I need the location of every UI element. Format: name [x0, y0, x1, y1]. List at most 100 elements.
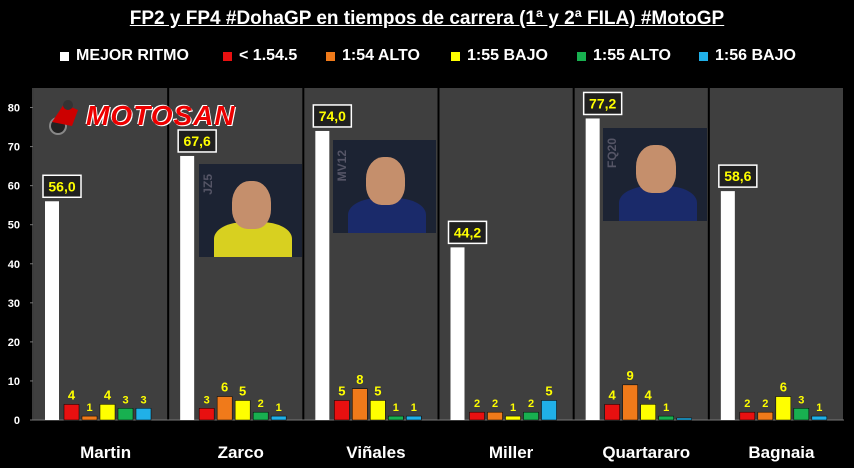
rider-number: FQ20: [605, 138, 619, 169]
data-label: 1: [411, 402, 417, 414]
legend-item-lt-1545: < 1.54.5: [223, 47, 297, 65]
bar--1-54-5: [604, 404, 620, 421]
data-label: 1: [393, 402, 399, 414]
y-tick-label: 30: [8, 298, 20, 310]
bar--1-54-5: [469, 411, 485, 421]
y-tick-label: 50: [8, 220, 20, 232]
rider-face: [231, 180, 272, 230]
rider-face: [365, 156, 406, 206]
rider-number: MV12: [335, 150, 349, 182]
legend-label: MEJOR RITMO: [76, 47, 189, 64]
bar-1-56-bajo: [811, 415, 828, 421]
bar-1-54-alto: [622, 384, 638, 421]
data-label: 1: [276, 402, 282, 414]
bar-1-55-bajo: [775, 396, 792, 421]
data-label: 1: [816, 402, 822, 414]
x-tick-label: Bagnaia: [748, 443, 815, 462]
bar-mejor-ritmo: [45, 201, 59, 420]
bar-1-56-bajo: [541, 400, 557, 421]
bar-1-55-alto: [252, 411, 269, 421]
value-label-box: [718, 164, 758, 188]
bar-1-55-bajo: [370, 400, 386, 421]
rider-photo-zarco: JZ5: [199, 164, 302, 257]
legend-swatch: [60, 51, 69, 61]
bar-1-55-alto: [658, 415, 674, 421]
bar-mejor-ritmo: [720, 191, 735, 420]
data-label: 5: [545, 383, 552, 398]
chart-title: FP2 y FP4 #DohaGP en tiempos de carrera …: [129, 8, 725, 29]
legend-item-155-alto: 1:55 ALTO: [577, 47, 671, 65]
legend-label: 1:55 ALTO: [593, 47, 671, 64]
x-tick-label: Zarco: [218, 443, 264, 462]
bar-mejor-ritmo: [180, 155, 195, 421]
legend-swatch: [577, 51, 586, 61]
value-label-box: [582, 91, 623, 116]
logo-text: MOTOSAN: [86, 100, 236, 131]
y-tick-label: 60: [8, 181, 20, 193]
legend-label: 1:54 ALTO: [342, 47, 420, 64]
rider-photo-quartararo: FQ20: [603, 128, 707, 221]
bar-mejor-ritmo: [585, 118, 600, 420]
bar--1-54-5: [63, 404, 80, 421]
data-label: 3: [798, 394, 804, 406]
motorbike-icon: [49, 100, 78, 135]
data-label: 5: [374, 383, 381, 398]
legend-label: 1:55 BAJO: [467, 47, 548, 64]
data-label: 5: [338, 383, 345, 398]
data-label: 3: [122, 394, 128, 406]
x-tick-label: Viñales: [346, 443, 405, 462]
y-tick-label: 0: [14, 415, 20, 427]
data-label: 2: [258, 398, 264, 410]
rider-face: [636, 144, 676, 194]
legend-item-156-bajo: 1:56 BAJO: [699, 47, 796, 65]
data-label: 2: [528, 398, 534, 410]
bar-1-56-bajo: [135, 408, 152, 421]
bar-1-55-alto: [523, 411, 539, 421]
bar-1-55-alto: [117, 408, 134, 421]
data-label: 2: [492, 398, 498, 410]
data-label: 4: [68, 387, 76, 402]
y-tick-label: 70: [8, 142, 20, 154]
data-label: 1: [510, 402, 516, 414]
data-label: 8: [356, 372, 363, 387]
bar-1-54-alto: [216, 396, 233, 421]
legend-label: < 1.54.5: [239, 47, 298, 64]
x-tick-label: Miller: [489, 443, 534, 462]
value-label: 74,0: [319, 108, 346, 124]
legend-swatch: [326, 51, 335, 61]
data-label: 1: [663, 402, 669, 414]
bar-1-56-bajo: [406, 415, 422, 421]
bar-1-55-alto: [793, 408, 810, 421]
data-label: 6: [221, 380, 228, 395]
legend-swatch: [451, 51, 460, 61]
data-label: 4: [609, 387, 617, 402]
legend-label: 1:56 BAJO: [715, 47, 796, 64]
value-label-box: [447, 220, 488, 245]
y-tick-label: 20: [8, 337, 20, 349]
value-label-box: [42, 174, 82, 199]
bar--1-54-5: [198, 408, 215, 421]
data-label: 9: [627, 368, 634, 383]
rider-photo-vinales: MV12: [333, 140, 436, 233]
bar-1-55-bajo: [99, 404, 116, 421]
data-label: 4: [104, 387, 112, 402]
y-tick-label: 40: [8, 259, 20, 271]
bar-1-54-alto: [81, 415, 98, 421]
x-tick-label: Martin: [80, 443, 131, 462]
data-label: 3: [204, 394, 210, 406]
bar-1-54-alto: [757, 411, 774, 421]
value-label: 44,2: [454, 224, 481, 240]
value-label: 58,6: [724, 168, 751, 184]
bar--1-54-5: [334, 400, 350, 421]
legend-swatch: [699, 51, 708, 61]
value-label: 67,6: [184, 133, 211, 149]
motosan-logo: MOTOSAN: [46, 96, 246, 136]
bar-1-55-bajo: [234, 400, 251, 421]
bar-1-54-alto: [487, 411, 503, 421]
value-label: 56,0: [48, 178, 75, 194]
data-label: 2: [474, 398, 480, 410]
legend-swatch: [223, 51, 232, 61]
data-label: 3: [140, 394, 146, 406]
bar-1-55-alto: [388, 415, 404, 421]
bar-1-56-bajo: [270, 415, 287, 421]
